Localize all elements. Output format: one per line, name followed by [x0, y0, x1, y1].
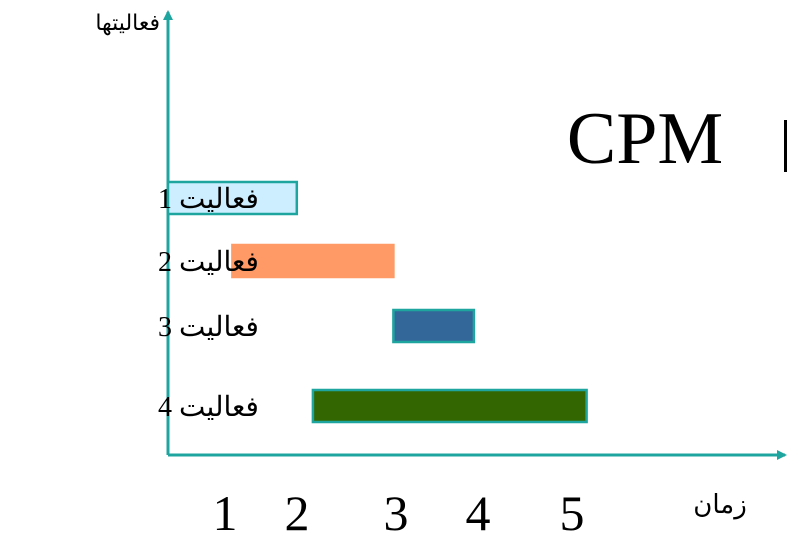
activity-bar-3	[392, 308, 476, 344]
x-tick-1: 1	[213, 485, 238, 534]
activity-bars	[166, 180, 588, 424]
activity-bar-1	[166, 180, 299, 216]
activity-label-3: فعاليت 3	[158, 312, 259, 343]
activity-bar-2	[231, 243, 395, 279]
activity-label-1: فعاليت 1	[158, 184, 259, 215]
x-axis-label: زمان	[693, 490, 747, 520]
x-tick-5: 5	[560, 485, 585, 534]
x-tick-4: 4	[466, 485, 491, 534]
activity-label-4: فعاليت 4	[158, 392, 259, 423]
activity-labels: فعاليت 1 فعاليت 2 فعاليت 3 فعاليت 4	[158, 184, 259, 423]
chart-title: CPM	[567, 98, 723, 180]
title-divider	[784, 120, 787, 172]
x-tick-3: 3	[384, 485, 409, 534]
x-tick-2: 2	[285, 485, 310, 534]
activity-bar-4	[311, 388, 588, 424]
y-axis-label: فعاليتها	[95, 11, 160, 36]
activity-label-2: فعاليت 2	[158, 247, 259, 278]
